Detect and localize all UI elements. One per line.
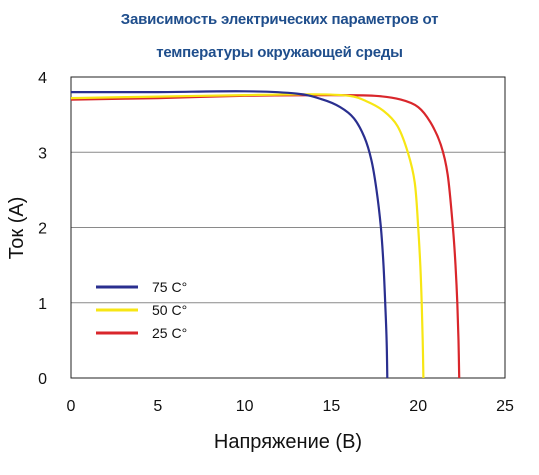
- y-tick-label: 3: [38, 145, 47, 162]
- legend-label: 75 C°: [152, 279, 187, 295]
- x-tick-label: 15: [323, 398, 341, 415]
- x-tick-label: 20: [409, 398, 427, 415]
- x-tick-label: 0: [67, 398, 76, 415]
- y-tick-label: 0: [38, 371, 47, 388]
- series-line: [70, 93, 461, 379]
- chart-title-line1: Зависимость электрических параметров от: [120, 11, 439, 28]
- y-tick-label: 1: [38, 296, 47, 313]
- y-tick-labels: 0 1 2 3 4: [38, 70, 47, 388]
- series-line: [70, 90, 389, 379]
- x-tick-label: 25: [496, 398, 514, 415]
- x-tick-labels: 0 5 10 15 20 25: [67, 398, 514, 415]
- legend: 75 C° 50 C° 25 C°: [96, 279, 187, 341]
- series-lines: [70, 90, 461, 379]
- x-axis-label: Напряжение (В): [214, 431, 362, 453]
- legend-label: 50 C°: [152, 302, 187, 318]
- x-tick-label: 10: [236, 398, 254, 415]
- chart-title-line2: температуры окружающей среды: [156, 44, 403, 61]
- series-line: [70, 93, 425, 379]
- y-tick-label: 4: [38, 70, 47, 87]
- plot-frame: [70, 76, 506, 379]
- gridlines: [71, 151, 505, 304]
- x-tick-label: 5: [153, 398, 162, 415]
- legend-label: 25 C°: [152, 325, 187, 341]
- y-tick-label: 2: [38, 221, 47, 238]
- y-axis-label: Ток (А): [6, 197, 28, 260]
